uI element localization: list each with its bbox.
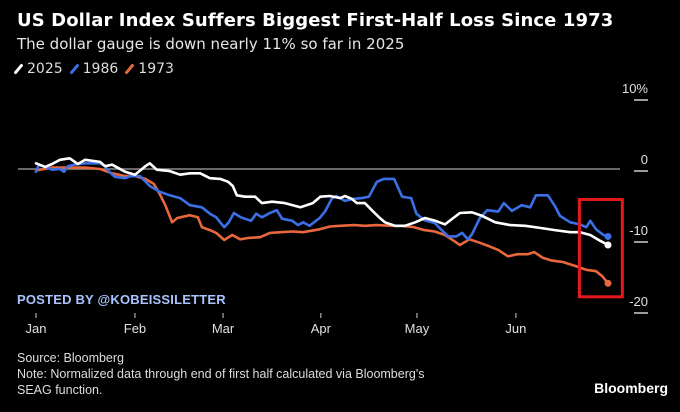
series-endpoint-1973 [604, 279, 612, 287]
x-tick-label: May [405, 321, 430, 336]
chart-title: US Dollar Index Suffers Biggest First-Ha… [17, 10, 614, 31]
footer: Source: Bloomberg Note: Normalized data … [17, 350, 424, 398]
methodology-note-line2: SEAG function. [17, 383, 103, 397]
bloomberg-logo: Bloomberg [594, 380, 668, 396]
x-tick-label: Apr [311, 321, 332, 336]
y-tick-label: -20 [629, 294, 648, 309]
y-tick-label: 10% [622, 81, 648, 96]
highlight-box [577, 198, 624, 299]
legend-label-1986: 1986 [82, 61, 119, 77]
x-tick-label: Jun [505, 321, 526, 336]
legend-label-1973: 1973 [138, 61, 174, 77]
series-endpoint-1986 [604, 232, 612, 240]
x-tick-label: Mar [212, 321, 235, 336]
x-tick-label: Jan [26, 321, 47, 336]
legend: 2025 1986 1973 [13, 61, 174, 77]
legend-label-2025: 2025 [27, 61, 63, 77]
y-tick-label: 0 [641, 152, 648, 167]
watermark: POSTED BY @KOBEISSILETTER [17, 292, 226, 307]
series-endpoint-2025 [604, 241, 612, 249]
y-tick-label: -10 [629, 223, 648, 238]
series-line-2025 [34, 157, 610, 247]
source-note: Source: Bloomberg [17, 351, 125, 365]
methodology-note-line1: Note: Normalized data through end of fir… [17, 367, 425, 381]
chart-subtitle: The dollar gauge is down nearly 11% so f… [17, 35, 405, 53]
series-line-1986 [34, 162, 610, 241]
legend-item-1986: 1986 [69, 61, 119, 77]
x-tick-label: Feb [124, 321, 146, 336]
legend-item-1973: 1973 [124, 61, 174, 77]
legend-item-2025: 2025 [13, 61, 63, 77]
